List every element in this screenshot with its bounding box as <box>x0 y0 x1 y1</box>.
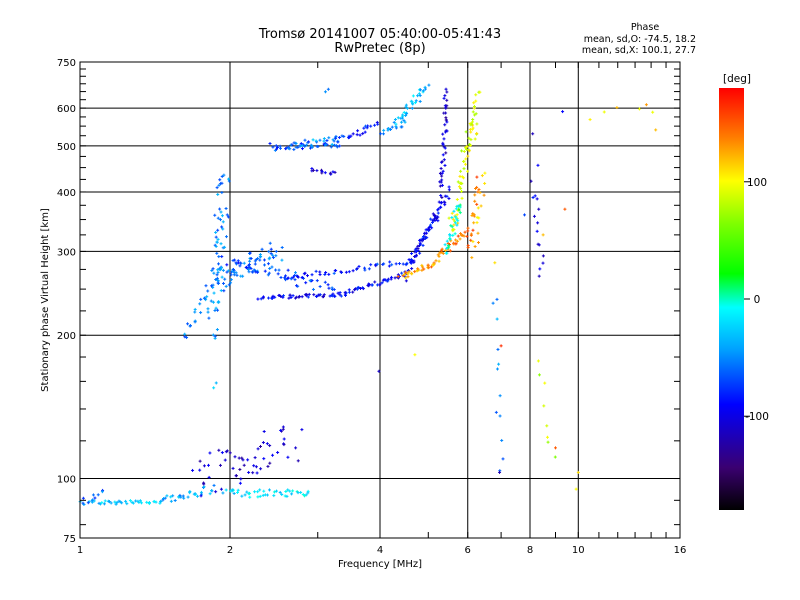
plot-grid <box>80 62 680 538</box>
axis-tick-labels: 1 2 4 6 8 10 16 75 100 200 300 400 500 600 750 <box>57 58 686 556</box>
x-tick-label: 1 <box>77 545 83 556</box>
colorbar-tick-label: 100 <box>747 177 767 189</box>
x-tick-label: 6 <box>465 545 471 556</box>
y-axis-label: Stationary phase Virtual Height [km] <box>40 208 51 392</box>
colorbar-tick-label: -100 <box>745 411 769 423</box>
y-tick-label: 500 <box>57 142 76 153</box>
x-tick-label: 2 <box>227 545 233 556</box>
axis-ticks <box>79 61 681 538</box>
y-tick-label: 300 <box>57 247 76 258</box>
x-tick-label: 10 <box>572 545 585 556</box>
y-tick-label: 200 <box>57 331 76 342</box>
colorbar-label: [deg] <box>723 73 751 85</box>
x-tick-label: 4 <box>377 545 383 556</box>
x-tick-label: 8 <box>527 545 533 556</box>
chart-subtitle: RwPretec (8p) <box>334 41 425 56</box>
x-axis-label: Frequency [MHz] <box>338 559 422 570</box>
stats-x-line: mean, sd,X: 100.1, 27.7 <box>582 45 696 56</box>
y-tick-label: 100 <box>57 475 76 486</box>
data-points <box>78 83 658 506</box>
chart-title: Tromsø 20141007 05:40:00-05:41:43 <box>258 27 501 42</box>
stats-title: Phase <box>631 22 660 33</box>
colorbar-ticks: 100 0 -100 <box>744 177 769 423</box>
y-tick-label: 75 <box>63 534 76 545</box>
stats-o-line: mean, sd,O: -74.5, 18.2 <box>584 34 696 45</box>
colorbar-tick-label: 0 <box>754 294 761 306</box>
phase-colorbar <box>719 88 744 510</box>
y-tick-label: 600 <box>57 104 76 115</box>
x-tick-label: 16 <box>674 545 687 556</box>
y-tick-label: 750 <box>57 58 76 69</box>
y-tick-label: 400 <box>57 188 76 199</box>
